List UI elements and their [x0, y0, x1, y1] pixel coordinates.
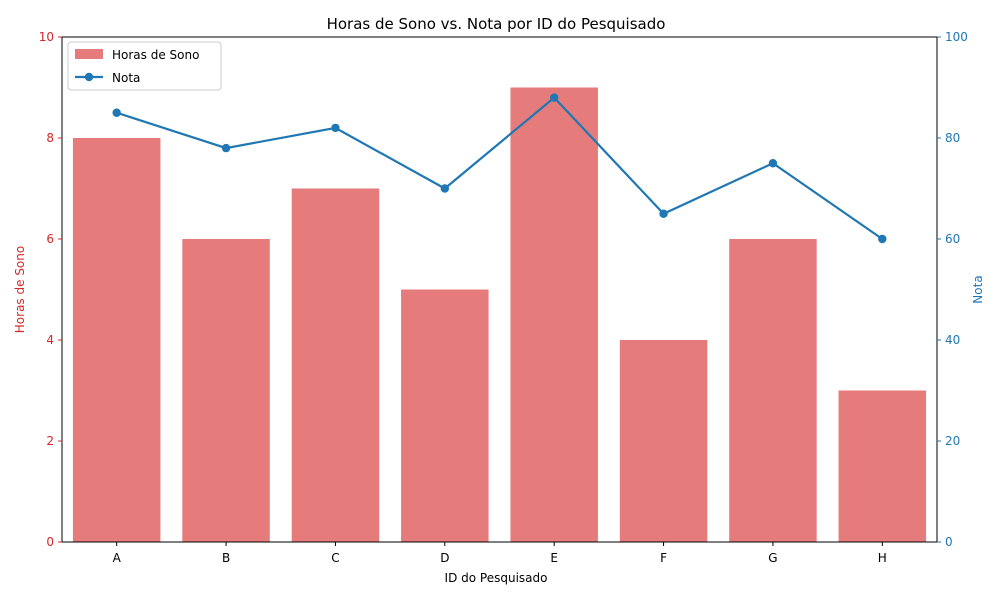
y-left-tick-label: 2: [46, 434, 54, 448]
x-tick-label: C: [331, 551, 339, 565]
nota-line: [116, 96, 883, 240]
x-tick-label: H: [878, 551, 887, 565]
x-tick-label: G: [768, 551, 777, 565]
nota-point-h: [878, 234, 887, 244]
y-right-tick-label: 60: [945, 232, 960, 246]
nota-point-d: [440, 184, 450, 193]
legend-box: [67, 41, 222, 91]
y-axis-left-label: Horas de Sono: [13, 246, 27, 333]
legend-label-horas-de-sono: Horas de Sono: [112, 48, 199, 62]
x-tick-label: D: [440, 551, 449, 565]
x-axis-label: ID do Pesquisado: [445, 571, 548, 585]
y-left-tick-label: 6: [46, 232, 54, 246]
y-right-tick-label: 80: [945, 131, 960, 145]
y-right-tick-label: 100: [945, 30, 968, 44]
y-axis-right-label: Nota: [971, 275, 985, 303]
x-tick-label: E: [550, 551, 558, 565]
plot-area: [72, 87, 927, 542]
y-right-tick-label: 40: [945, 333, 960, 347]
y-right-tick-label: 0: [945, 535, 953, 549]
nota-point-c: [331, 123, 340, 133]
legend-swatch-horas-de-sono: [75, 49, 103, 59]
nota-point-a: [112, 108, 121, 117]
nota-point-b: [221, 143, 231, 153]
bar-e: [510, 87, 598, 542]
legend-marker-nota: [84, 72, 94, 82]
x-tick-label: A: [113, 551, 122, 565]
legend: Horas de Sono Nota: [67, 41, 222, 91]
y-left-tick-label: 0: [46, 535, 54, 549]
bar-b: [182, 239, 270, 542]
legend-label-nota: Nota: [112, 71, 140, 85]
x-tick-label: B: [222, 551, 230, 565]
y-left-tick-label: 10: [39, 30, 54, 44]
nota-point-e: [549, 93, 559, 102]
y-left-tick-label: 4: [46, 333, 54, 347]
bar-h: [838, 390, 927, 542]
chart-title: Horas de Sono vs. Nota por ID do Pesquis…: [327, 15, 666, 33]
y-right-tick-label: 20: [945, 434, 960, 448]
x-tick-label: F: [660, 551, 667, 565]
nota-point-g: [768, 159, 778, 168]
bar-f: [619, 340, 708, 542]
bar-c: [291, 188, 380, 542]
bar-d: [401, 289, 489, 542]
nota-point-f: [659, 209, 668, 218]
y-left-tick-label: 8: [46, 131, 54, 145]
bar-g: [729, 239, 817, 542]
bar-a: [72, 138, 161, 542]
